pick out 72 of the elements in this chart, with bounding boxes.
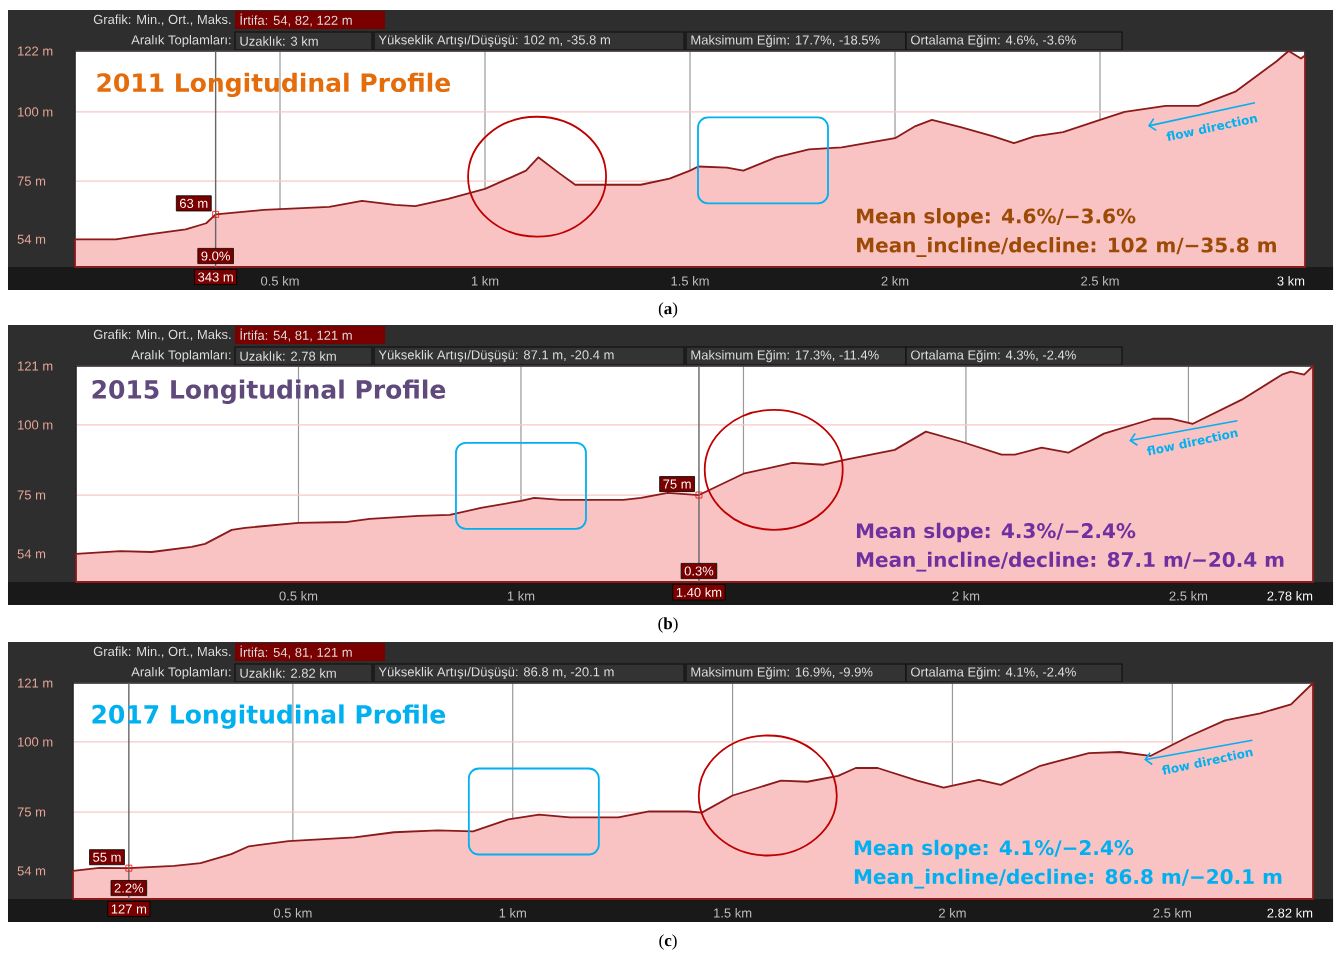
y-tick-label: 54 m xyxy=(17,234,46,244)
annotation: Mean_incline/decline: 86.8 m/−20.1 m xyxy=(854,868,1282,889)
text: Yükseklik Artışı/Düşüşü: 86.8 m, -20.1 m xyxy=(378,666,614,680)
x-tick-label: 1.5 km xyxy=(714,908,752,918)
text: Grafik: Min., Ort., Maks. xyxy=(93,14,231,26)
ref-line-label: 343 m xyxy=(198,272,233,282)
y-tick-label: 54 m xyxy=(17,549,46,559)
text: Uzaklık: 2.82 km xyxy=(240,668,336,678)
y-tick-label: 100 m xyxy=(18,420,53,430)
annotation: flow direction xyxy=(1166,115,1258,141)
y-tick-label: 121 m xyxy=(18,678,53,688)
annotation: Mean slope: 4.6%/−3.6% xyxy=(857,208,1136,228)
annotation: Mean_incline/decline: 102 m/−35.8 m xyxy=(857,237,1276,258)
x-tick-label: 0.5 km xyxy=(279,591,318,601)
x-tick-label: 2 km xyxy=(939,908,966,918)
x-tick-label: 0.5 km xyxy=(273,908,312,918)
y-tick-label: 100 m xyxy=(18,107,53,117)
text: Aralık Toplamları: xyxy=(131,349,231,363)
x-tick-label: 1.5 km xyxy=(671,276,709,286)
x-tick-label: 1 km xyxy=(499,908,526,918)
text: (a) xyxy=(658,302,678,318)
annotation: Mean slope: 4.1%/−2.4% xyxy=(854,839,1134,860)
y-tick-label: 121 m xyxy=(18,361,53,371)
text: Maksimum Eğim: 17.7%, -18.5% xyxy=(691,34,880,48)
ref-line-label: 127 m xyxy=(111,904,147,914)
x-tick-label: 2 km xyxy=(952,591,980,601)
annotation: 55 m xyxy=(93,852,121,862)
y-tick-label: 75 m xyxy=(17,807,46,817)
x-tick-label: 3 km xyxy=(1277,276,1305,286)
text: İrtifa: 54, 81, 121 m xyxy=(240,645,352,659)
x-tick-label: 2.5 km xyxy=(1169,591,1208,601)
text: Grafik: Min., Ort., Maks. xyxy=(93,329,231,341)
y-tick-label: 75 m xyxy=(17,176,46,186)
text: 2017 Longitudinal Profile xyxy=(92,704,446,729)
text: Ortalama Eğim: 4.3%, -2.4% xyxy=(911,349,1076,363)
annotation: Mean slope: 4.3%/−2.4% xyxy=(856,522,1136,543)
annotation: flow direction xyxy=(1146,430,1238,456)
text: Ortalama Eğim: 4.6%, -3.6% xyxy=(911,34,1076,48)
text: Aralık Toplamları: xyxy=(131,666,231,680)
text: İrtifa: 54, 82, 122 m xyxy=(240,13,352,27)
x-tick-label: 2 km xyxy=(881,276,909,286)
x-tick-label: 2.5 km xyxy=(1081,276,1119,286)
text: Yükseklik Artışı/Düşüşü: 102 m, -35.8 m xyxy=(378,34,610,48)
y-tick-label: 100 m xyxy=(18,737,53,747)
text: Maksimum Eğim: 16.9%, -9.9% xyxy=(691,666,873,680)
annotation: 2.2% xyxy=(114,883,144,893)
y-tick-label: 54 m xyxy=(17,866,46,876)
annotation: 75 m xyxy=(663,479,691,489)
annotation: flow direction xyxy=(1161,749,1253,775)
x-tick-label: 2.78 km xyxy=(1267,591,1313,601)
annotation: 0.3% xyxy=(684,566,714,576)
text: Uzaklık: 3 km xyxy=(240,36,318,46)
x-tick-label: 0.5 km xyxy=(261,276,299,286)
x-tick-label: 2.5 km xyxy=(1153,908,1191,918)
annotation: 9.0% xyxy=(201,251,230,261)
text: (c) xyxy=(659,934,677,950)
ref-line-label: 1.40 km xyxy=(676,587,722,597)
x-tick-label: 1 km xyxy=(507,591,535,601)
annotation: 63 m xyxy=(179,198,208,208)
text: (b) xyxy=(658,617,678,633)
text: Yükseklik Artışı/Düşüşü: 87.1 m, -20.4 m xyxy=(378,349,614,363)
text: Ortalama Eğim: 4.1%, -2.4% xyxy=(911,666,1076,680)
text: İrtifa: 54, 81, 121 m xyxy=(240,328,352,342)
text: Grafik: Min., Ort., Maks. xyxy=(93,646,231,658)
x-tick-label: 1 km xyxy=(471,276,499,286)
y-tick-label: 122 m xyxy=(18,46,53,56)
x-tick-label: 2.82 km xyxy=(1267,908,1313,918)
annotation: Mean_incline/decline: 87.1 m/−20.4 m xyxy=(856,551,1284,572)
y-tick-label: 75 m xyxy=(17,490,46,500)
text: Aralık Toplamları: xyxy=(131,34,231,48)
text: Uzaklık: 2.78 km xyxy=(240,351,336,361)
text: Maksimum Eğim: 17.3%, -11.4% xyxy=(691,349,879,363)
